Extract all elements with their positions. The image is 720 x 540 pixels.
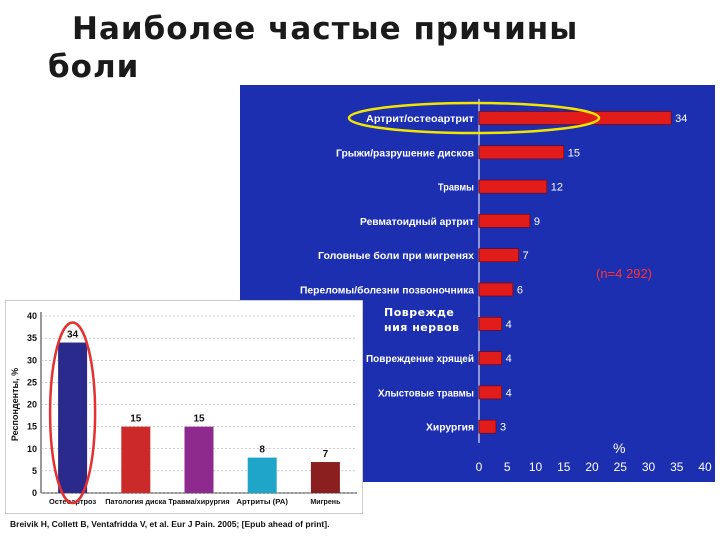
inset-y-tick-label: 5 [32,466,37,476]
inset-y-tick-label: 30 [27,355,37,365]
inset-y-tick-label: 40 [27,311,37,321]
inset-bar [121,426,151,493]
value-label: 4 [506,353,512,365]
value-label: 15 [568,147,580,159]
inset-category-label: Патология диска [105,497,167,506]
category-label: Головные боли при мигренях [318,250,474,262]
inset-value-label: 34 [67,330,79,341]
inset-category-label: Артриты (РА) [236,497,288,506]
inset-y-tick-label: 10 [27,444,37,454]
category-label: Травмы [438,182,474,194]
category-label: Артрит/остеоартрит [366,113,474,125]
inset-y-axis-label: Респонденты, % [10,368,20,441]
citation: Breivik H, Collett B, Ventafridda V, et … [10,519,330,529]
value-label: 34 [675,113,687,125]
category-label: Грыжи/разрушение дисков [336,147,475,159]
x-tick-label: 40 [698,460,712,474]
inset-y-tick-label: 35 [27,333,37,343]
inset-category-label: Травма/хирургия [168,497,229,506]
slide-title-line2: боли [48,49,140,85]
inset-bar [58,342,88,493]
bar [478,179,548,194]
category-label: Переломы/болезни позвоночника [300,285,474,297]
inset-value-label: 15 [130,414,142,425]
x-tick-label: 20 [585,460,599,474]
bar [478,214,531,228]
inset-y-tick-label: 0 [32,488,37,498]
value-label: 7 [523,250,529,262]
value-label: 9 [534,216,540,228]
inset-value-label: 7 [323,449,329,460]
slide-title: Наиболее частые причины боли [48,10,578,86]
bar [478,385,502,400]
value-label: 4 [506,319,512,331]
bar [478,282,514,297]
inset-y-tick-label: 20 [27,400,37,410]
nerve-damage-overlay-label: Поврежде ния нервов [384,306,460,334]
x-tick-label: 15 [557,460,571,474]
inset-y-tick-label: 15 [27,422,37,432]
category-label: Ревматоидный артрит [360,216,474,228]
inset-bar-chart: 0 5 10 15 20 25 30 35 40 Респонденты, % 34 Остеоарт… [5,300,363,514]
inset-y-tick-label: 25 [27,377,37,387]
x-tick-label: 30 [642,460,656,474]
value-label: 4 [506,387,512,399]
x-tick-label: 5 [504,460,511,474]
category-label: Хирургия [426,422,474,434]
value-label: 3 [500,422,506,434]
category-label: Повреждение хрящей [366,353,474,365]
x-tick-label: 35 [670,460,684,474]
inset-bar [247,457,277,493]
bar [478,145,565,160]
inset-bar [310,462,340,493]
bar [478,317,502,331]
bar [478,419,497,434]
inset-value-label: 15 [193,414,205,425]
slide-title-line1: Наиболее частые причины [72,11,579,47]
inset-category-label: Мигрень [310,497,340,506]
bar [478,248,519,262]
bar [478,351,502,365]
sample-size-annotation: (n=4 292) [596,266,653,281]
bar [478,111,672,125]
inset-category-label: Остеоартроз [49,497,97,506]
x-axis-label: % [613,440,626,456]
inset-bar [184,426,214,493]
x-tick-label: 0 [476,460,483,474]
value-label: 6 [517,285,523,297]
inset-value-label: 8 [259,445,265,456]
highlight-ellipse [347,101,601,135]
inset-highlight-ellipse [48,321,97,505]
x-tick-label: 10 [529,460,543,474]
value-label: 12 [551,182,563,194]
x-tick-label: 25 [614,460,628,474]
category-label: Хлыстовые травмы [378,387,474,399]
